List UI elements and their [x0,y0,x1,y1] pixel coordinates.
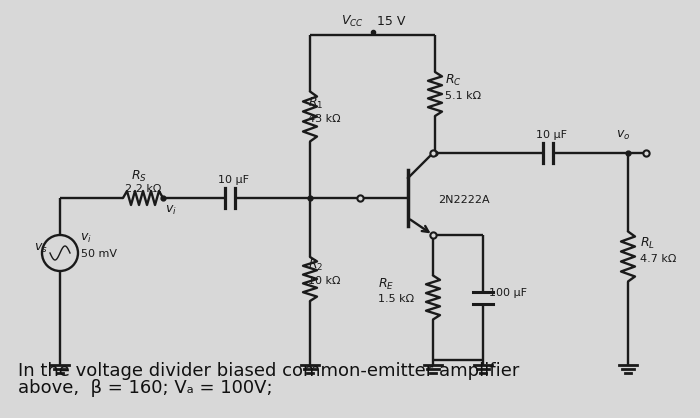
Text: 15 V: 15 V [377,15,405,28]
Text: 2.2 kΩ: 2.2 kΩ [125,184,162,194]
Text: 10 μF: 10 μF [218,175,249,185]
Text: $R_E$: $R_E$ [378,276,394,292]
Text: 2N2222A: 2N2222A [438,195,489,205]
Text: 100 μF: 100 μF [489,288,527,298]
Text: $R_C$: $R_C$ [445,73,462,88]
Text: $v_i$: $v_i$ [165,204,177,217]
Text: $V_{CC}$: $V_{CC}$ [341,14,364,29]
Text: 50 mV: 50 mV [81,249,117,259]
Text: 43 kΩ: 43 kΩ [308,114,341,123]
Text: In the voltage divider biased common-emitter amplifier: In the voltage divider biased common-emi… [18,362,519,380]
Text: 5.1 kΩ: 5.1 kΩ [445,91,481,101]
Text: $R_S$: $R_S$ [131,169,147,184]
Text: $R_1$: $R_1$ [308,95,323,111]
Text: 4.7 kΩ: 4.7 kΩ [640,253,676,263]
Text: 10 μF: 10 μF [536,130,567,140]
Text: $R_L$: $R_L$ [640,235,655,251]
Text: $v_o$: $v_o$ [616,129,631,142]
Text: $R_2$: $R_2$ [308,258,323,273]
Text: 10 kΩ: 10 kΩ [308,276,340,286]
Text: above,  β = 160; Vₐ = 100V;: above, β = 160; Vₐ = 100V; [18,379,272,397]
Text: $v_s$: $v_s$ [34,242,48,255]
Text: 1.5 kΩ: 1.5 kΩ [378,295,414,304]
Text: $v_i$: $v_i$ [80,232,92,245]
